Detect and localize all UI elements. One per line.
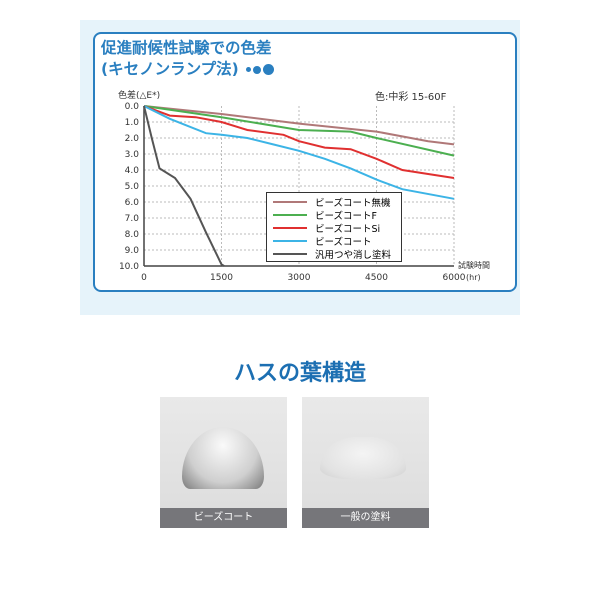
plot-area: 0.0 1.0 2.0 3.0 4.0 5.0 6.0 7.0 8.0 9.0 10.00 1500 3… bbox=[119, 102, 490, 283]
series-line bbox=[143, 105, 455, 200]
legend-swatch bbox=[273, 226, 307, 229]
y-tick-label: 9.0 bbox=[125, 246, 140, 256]
photo-general-paint: 一般の塗料 bbox=[302, 397, 429, 528]
series-line bbox=[143, 105, 455, 179]
legend-label: ビーズコートSi bbox=[315, 223, 381, 235]
water-droplet bbox=[320, 437, 406, 479]
y-tick-label: 4.0 bbox=[125, 166, 140, 176]
x-axis-label: 試験時間 bbox=[458, 260, 490, 270]
x-axis-unit: (hr) bbox=[466, 273, 481, 282]
y-tick-label: 7.0 bbox=[125, 214, 140, 224]
legend-item: ビーズコートF bbox=[273, 208, 401, 222]
x-tick-label: 4500 bbox=[365, 273, 388, 283]
y-tick-label: 1.0 bbox=[125, 118, 140, 128]
legend-label: ビーズコート bbox=[315, 236, 372, 248]
y-tick-label: 8.0 bbox=[125, 230, 140, 240]
legend: ビーズコート無機 ビーズコートF ビーズコートSi ビーズコート 汎用つや消し塗料 bbox=[266, 192, 402, 262]
series-line bbox=[143, 105, 455, 157]
x-tick-label: 3000 bbox=[288, 273, 311, 283]
legend-item: ビーズコート bbox=[273, 234, 401, 248]
y-tick-label: 3.0 bbox=[125, 150, 140, 160]
legend-item: 汎用つや消し塗料 bbox=[273, 247, 401, 261]
y-tick-label: 6.0 bbox=[125, 198, 140, 208]
y-tick-label: 2.0 bbox=[125, 134, 140, 144]
dot-icon bbox=[263, 64, 275, 75]
x-tick-label: 0 bbox=[141, 273, 147, 283]
legend-item: ビーズコートSi bbox=[273, 221, 401, 235]
photo-caption: 一般の塗料 bbox=[302, 508, 429, 528]
y-tick-label: 0.0 bbox=[125, 102, 140, 112]
series-line bbox=[143, 105, 225, 267]
title-line-2: (キセノンランプ法) bbox=[101, 59, 275, 80]
legend-swatch bbox=[273, 200, 307, 203]
dot-icon bbox=[253, 65, 262, 74]
legend-swatch bbox=[273, 252, 307, 255]
y-axis-label: 色差(△E*) bbox=[118, 91, 161, 101]
legend-swatch bbox=[273, 213, 307, 216]
title-line-1: 促進耐候性試験での色差 bbox=[101, 39, 272, 57]
section-heading: ハスの葉構造 bbox=[233, 361, 366, 386]
chart-title: 促進耐候性試験での色差 (キセノンランプ法) bbox=[101, 38, 275, 80]
photo-caption: ビーズコート bbox=[160, 508, 287, 528]
y-tick-label: 10.0 bbox=[119, 262, 139, 272]
y-tick-label: 5.0 bbox=[125, 182, 140, 192]
legend-label: ビーズコート無機 bbox=[315, 197, 391, 209]
color-note: 色:中彩 15-60F bbox=[375, 92, 447, 103]
legend-label: ビーズコートF bbox=[315, 210, 377, 222]
legend-item: ビーズコート無機 bbox=[273, 195, 401, 209]
series-line bbox=[143, 105, 455, 146]
x-tick-label: 1500 bbox=[210, 273, 233, 283]
dot-icon bbox=[246, 67, 252, 72]
water-droplet bbox=[182, 427, 264, 489]
legend-label: 汎用つや消し塗料 bbox=[315, 249, 392, 261]
legend-swatch bbox=[273, 239, 307, 242]
photo-beads-coat: ビーズコート bbox=[160, 397, 287, 528]
x-tick-label: 6000 bbox=[443, 273, 466, 283]
